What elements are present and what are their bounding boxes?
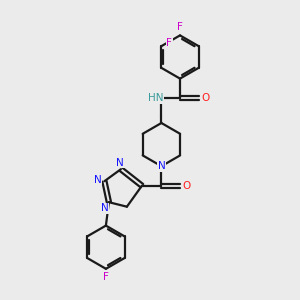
Text: N: N <box>100 203 108 213</box>
Text: F: F <box>103 272 109 282</box>
Text: F: F <box>167 38 172 48</box>
Text: O: O <box>201 93 209 103</box>
Text: N: N <box>158 161 165 171</box>
Text: N: N <box>116 158 124 168</box>
Text: F: F <box>177 22 183 32</box>
Text: O: O <box>182 181 191 191</box>
Text: N: N <box>94 175 102 185</box>
Text: HN: HN <box>148 93 164 103</box>
